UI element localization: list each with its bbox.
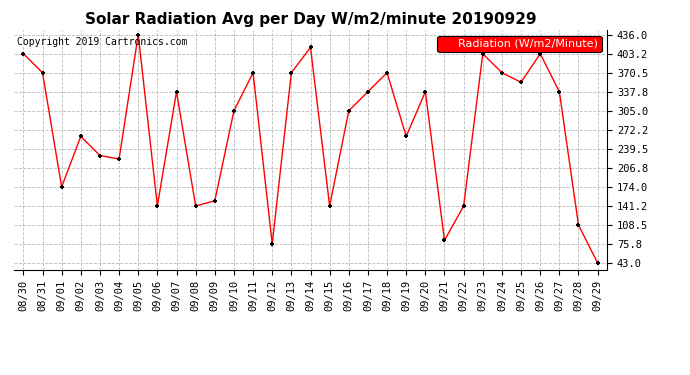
Legend: Radiation (W/m2/Minute): Radiation (W/m2/Minute)	[437, 36, 602, 52]
Point	[190, 203, 201, 209]
Point	[362, 89, 373, 95]
Point	[132, 32, 144, 38]
Point	[477, 51, 489, 57]
Point	[554, 89, 565, 95]
Point	[248, 70, 259, 76]
Point	[305, 44, 316, 50]
Point	[458, 203, 469, 209]
Point	[95, 153, 106, 159]
Point	[496, 70, 507, 76]
Point	[324, 203, 335, 209]
Point	[515, 79, 526, 85]
Point	[75, 134, 86, 140]
Point	[573, 222, 584, 228]
Point	[56, 184, 67, 190]
Point	[592, 260, 603, 266]
Point	[37, 70, 48, 76]
Text: Copyright 2019 Cartronics.com: Copyright 2019 Cartronics.com	[17, 37, 187, 47]
Point	[114, 156, 125, 162]
Point	[286, 70, 297, 76]
Point	[171, 89, 182, 95]
Point	[267, 241, 278, 247]
Point	[152, 203, 163, 209]
Title: Solar Radiation Avg per Day W/m2/minute 20190929: Solar Radiation Avg per Day W/m2/minute …	[85, 12, 536, 27]
Point	[382, 70, 393, 76]
Point	[420, 89, 431, 95]
Point	[439, 237, 450, 243]
Point	[209, 198, 220, 204]
Point	[343, 108, 354, 114]
Point	[401, 134, 412, 140]
Point	[228, 108, 239, 114]
Point	[535, 51, 546, 57]
Point	[18, 51, 29, 57]
